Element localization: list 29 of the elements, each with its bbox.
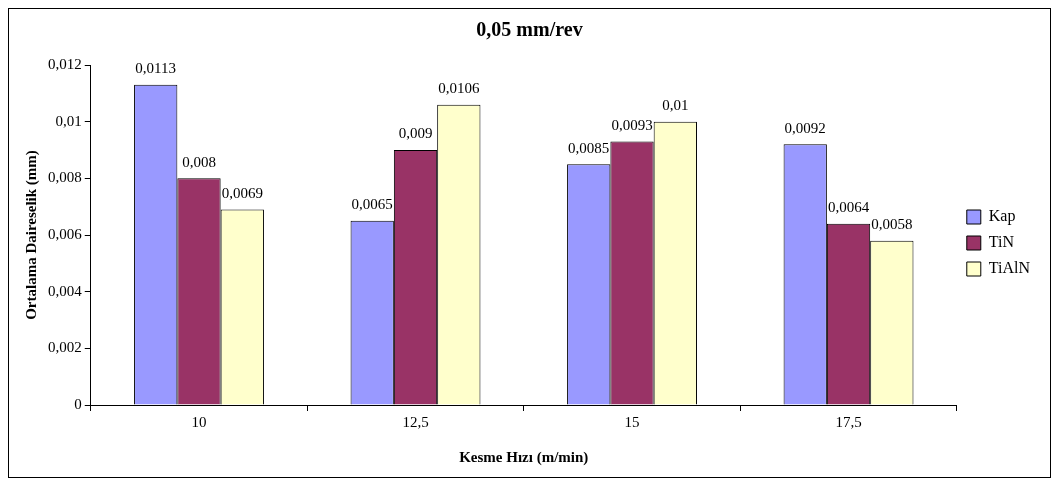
y-tick-label: 0,002 — [48, 339, 82, 356]
data-label: 0,0064 — [827, 199, 870, 216]
data-label: 0,008 — [182, 153, 216, 170]
data-label: 0,0113 — [135, 60, 177, 77]
data-label: 0,01 — [662, 97, 689, 114]
chart-title: 0,05 mm/rev — [476, 18, 583, 41]
y-tick-label: 0,012 — [48, 55, 82, 72]
data-label: 0,0058 — [871, 216, 913, 233]
x-axis-title: Kesme Hızı (m/min) — [459, 448, 589, 466]
data-label: 0,009 — [398, 125, 433, 142]
data-label: 0,0106 — [438, 80, 480, 97]
data-label: 0,0065 — [351, 196, 393, 213]
x-tick-label: 15 — [624, 413, 640, 430]
data-label: 0,0069 — [221, 184, 263, 201]
x-tick-label: 10 — [191, 413, 207, 430]
y-axis-title: Ortalama Daireselik (mm) — [22, 150, 40, 320]
data-label: 0,0092 — [784, 119, 826, 136]
y-tick-label: 0,004 — [48, 282, 83, 299]
y-tick-label: 0,006 — [48, 225, 83, 242]
x-tick-label: 12,5 — [402, 413, 429, 430]
y-tick-label: 0,01 — [55, 112, 82, 129]
data-label: 0,0085 — [568, 139, 610, 156]
x-tick-label: 17,5 — [835, 413, 862, 430]
legend-label: TiAlN — [988, 259, 1031, 277]
y-tick-label: 0 — [74, 395, 82, 412]
data-label: 0,0093 — [611, 116, 653, 133]
legend-label: TiN — [988, 233, 1015, 251]
y-tick-label: 0,008 — [48, 169, 82, 186]
legend-label: Kap — [988, 207, 1016, 226]
